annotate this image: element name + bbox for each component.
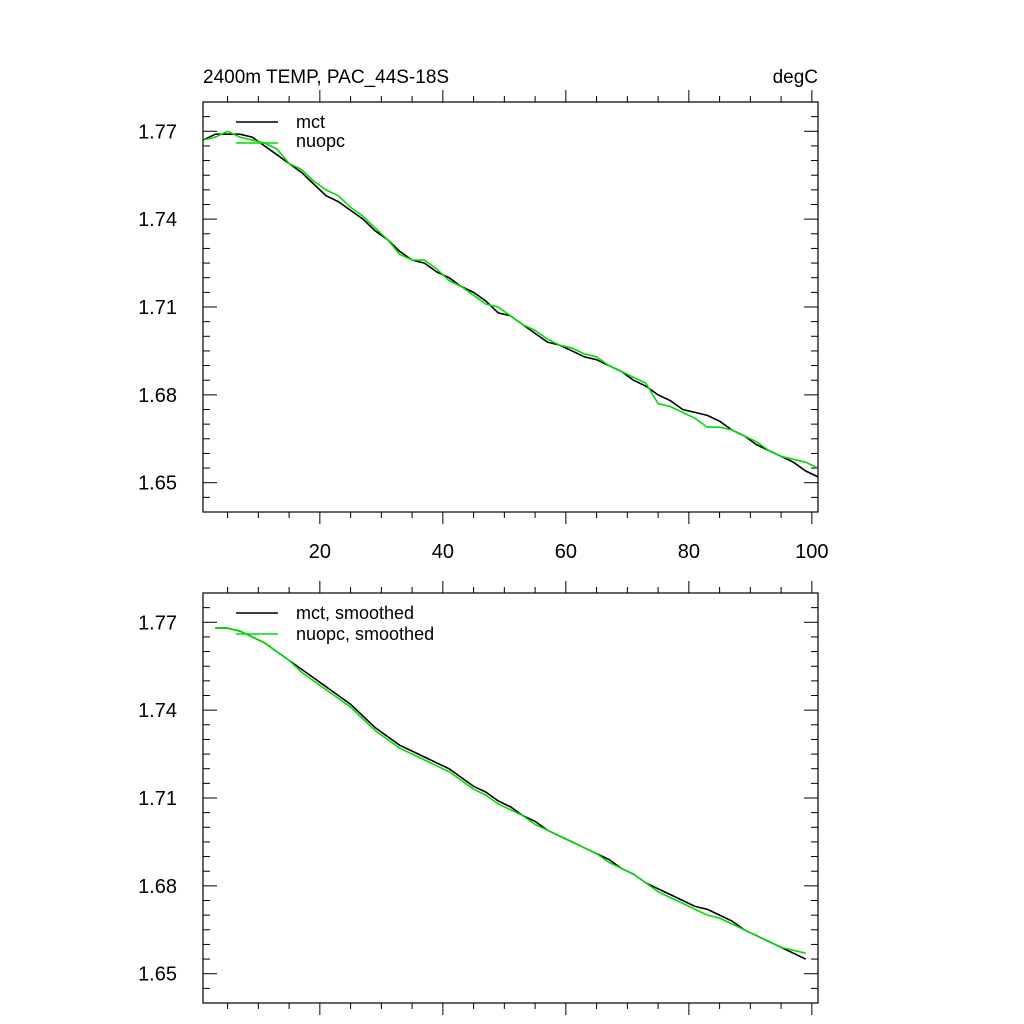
- units-label: degC: [773, 67, 818, 88]
- y-tick-label: 1.65: [138, 964, 177, 986]
- series-line-nuopc: [202, 130, 819, 469]
- bottom-panel: 1.65 1.68 1.71 1.74 1.77 mct, smoothed nuopc…: [138, 581, 819, 1015]
- y-tick-label: 1.68: [138, 385, 177, 407]
- y-tick-label: 1.77: [138, 121, 177, 143]
- legend-label-mct: mct: [296, 112, 325, 132]
- bottom-panel-ticks: 1.65 1.68 1.71 1.74 1.77: [138, 581, 818, 1015]
- bottom-panel-legend: mct, smoothed nuopc, smoothed: [236, 603, 434, 644]
- y-tick-label: 1.71: [138, 788, 177, 810]
- top-panel-series: [202, 130, 819, 478]
- bottom-panel-frame: [202, 592, 819, 1004]
- y-tick-label: 1.65: [138, 473, 177, 495]
- y-tick-label: 1.74: [138, 700, 177, 722]
- chart-title: 2400m TEMP, PAC_44S-18S: [203, 67, 449, 88]
- y-tick-label: 1.77: [138, 612, 177, 634]
- x-tick-label: 80: [678, 541, 700, 563]
- series-line-nuopc-smoothed: [215, 627, 806, 954]
- series-line-mct-smoothed: [215, 627, 807, 960]
- top-panel-ticks: 1.65 1.68 1.71 1.74 1.77 20 40 60 80 100: [138, 90, 829, 563]
- top-panel: 2400m TEMP, PAC_44S-18S degC 1.65 1.68 1.7…: [138, 67, 828, 563]
- y-tick-label: 1.74: [138, 209, 177, 231]
- x-tick-label: 60: [555, 541, 577, 563]
- legend-label-mct-smoothed: mct, smoothed: [296, 603, 414, 623]
- x-tick-label: 40: [432, 541, 454, 563]
- top-panel-frame: [202, 101, 819, 513]
- x-tick-label: 100: [795, 541, 828, 563]
- bottom-panel-series: [215, 627, 807, 960]
- x-tick-label: 20: [309, 541, 331, 563]
- legend-label-nuopc: nuopc: [296, 131, 345, 151]
- top-panel-legend: mct nuopc: [236, 112, 345, 151]
- y-tick-label: 1.71: [138, 297, 177, 319]
- series-line-mct: [202, 133, 819, 478]
- legend-label-nuopc-smoothed: nuopc, smoothed: [296, 624, 434, 644]
- y-tick-label: 1.68: [138, 876, 177, 898]
